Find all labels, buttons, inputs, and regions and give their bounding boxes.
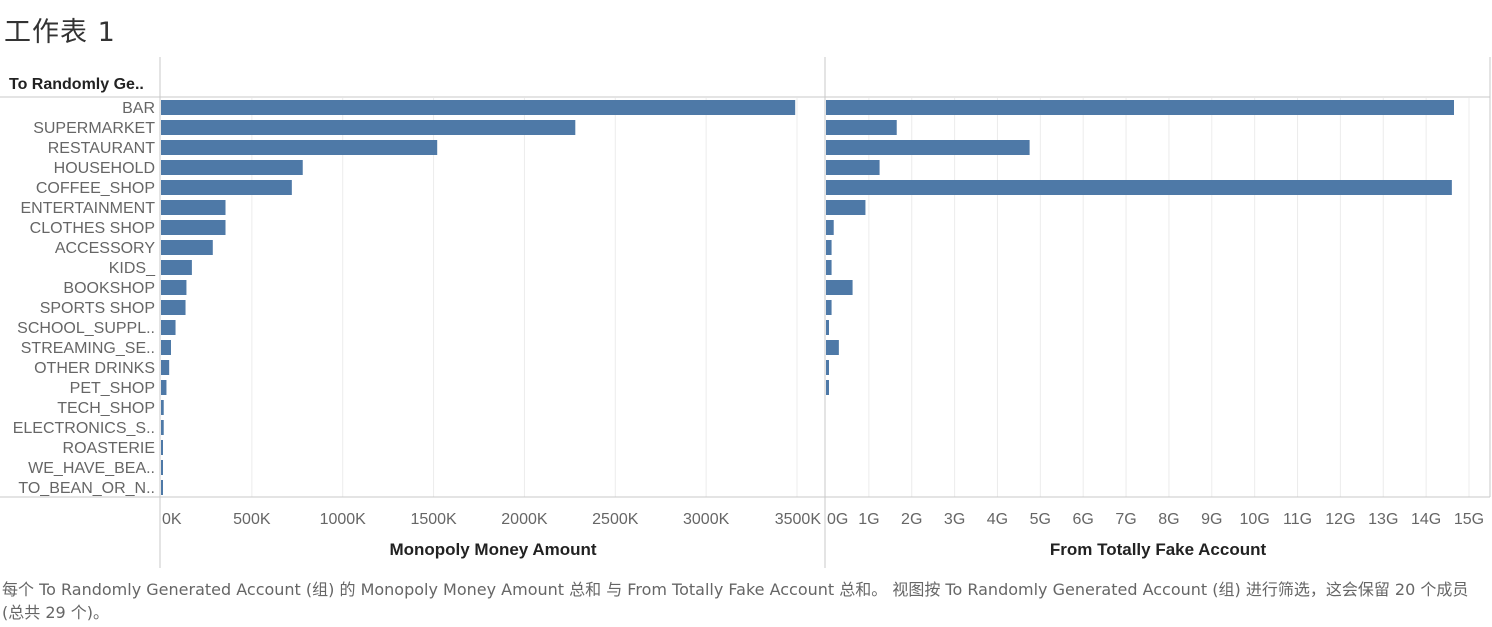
x-tick-label: 8G [1158, 511, 1179, 528]
x-tick-label: 1000K [320, 511, 367, 528]
bar[interactable] [161, 160, 303, 175]
category-label[interactable]: TO_BEAN_OR_N.. [18, 480, 155, 497]
bar[interactable] [826, 300, 832, 315]
bar[interactable] [161, 260, 192, 275]
category-label[interactable]: ENTERTAINMENT [20, 200, 155, 217]
bar[interactable] [161, 400, 164, 415]
category-label[interactable]: KIDS_ [109, 260, 156, 277]
category-labels: BAR SUPERMARKET RESTAURANT HOUSEHOLD COFFEE_… [13, 100, 156, 497]
grid-lines [251, 98, 1470, 497]
category-label[interactable]: ELECTRONICS_S.. [13, 420, 155, 437]
tick-labels: 0K 500K 1000K 1500K 2000K 2500K 3000K 3500K 0G 1G… [162, 511, 1484, 528]
bar[interactable] [826, 200, 866, 215]
bar[interactable] [161, 180, 292, 195]
x-tick-label: 7G [1115, 511, 1136, 528]
bar[interactable] [826, 380, 830, 395]
axis-titles: Monopoly Money Amount From Totally Fake A… [389, 540, 1266, 559]
category-label[interactable]: STREAMING_SE.. [21, 340, 155, 357]
category-label[interactable]: SPORTS SHOP [40, 300, 155, 317]
x-tick-label: 12G [1325, 511, 1355, 528]
bar[interactable] [826, 160, 880, 175]
sheet-title: 工作表 1 [4, 17, 116, 48]
x-tick-label: 2500K [592, 511, 639, 528]
x-tick-label: 500K [233, 511, 271, 528]
x-tick-label: 11G [1283, 511, 1312, 528]
bar[interactable] [826, 120, 897, 135]
x-tick-label: 3500K [775, 511, 822, 528]
category-label[interactable]: SUPERMARKET [33, 120, 155, 137]
category-label[interactable]: WE_HAVE_BEA.. [28, 460, 155, 477]
bar[interactable] [826, 220, 834, 235]
bar[interactable] [161, 360, 170, 375]
bars[interactable] [161, 100, 1454, 495]
bar[interactable] [161, 420, 164, 435]
bar[interactable] [161, 140, 438, 155]
bar[interactable] [826, 140, 1030, 155]
bar[interactable] [826, 280, 853, 295]
category-label[interactable]: HOUSEHOLD [54, 160, 155, 177]
category-label[interactable]: OTHER DRINKS [34, 360, 155, 377]
bar[interactable] [161, 480, 163, 495]
bar-chart: BAR SUPERMARKET RESTAURANT HOUSEHOLD COFFEE_… [0, 57, 1491, 568]
bar[interactable] [161, 440, 163, 455]
bar[interactable] [826, 100, 1454, 115]
bar[interactable] [826, 320, 830, 335]
category-label[interactable]: TECH_SHOP [57, 400, 155, 417]
x-tick-label: 1G [858, 511, 879, 528]
category-label[interactable]: COFFEE_SHOP [36, 180, 155, 197]
bar[interactable] [161, 380, 167, 395]
bar[interactable] [161, 200, 226, 215]
x-tick-label: 6G [1073, 511, 1094, 528]
x-tick-label: 3G [944, 511, 965, 528]
bar[interactable] [161, 120, 576, 135]
x-tick-label: 0G [827, 511, 848, 528]
category-label[interactable]: PET_SHOP [70, 380, 155, 397]
bar[interactable] [161, 240, 213, 255]
bar[interactable] [161, 220, 226, 235]
bar[interactable] [161, 320, 176, 335]
bar[interactable] [161, 300, 186, 315]
x-tick-label: 15G [1454, 511, 1484, 528]
x-tick-label: 2000K [501, 511, 548, 528]
category-label[interactable]: SCHOOL_SUPPL.. [17, 320, 155, 337]
x-tick-label: 2G [901, 511, 922, 528]
bar[interactable] [161, 100, 796, 115]
chart-caption: 每个 To Randomly Generated Account (组) 的 M… [2, 580, 1469, 622]
chart-frame [0, 57, 1491, 568]
x-tick-label: 0K [162, 511, 182, 528]
category-label[interactable]: ROASTERIE [63, 440, 155, 457]
x-tick-label: 10G [1240, 511, 1270, 528]
category-label[interactable]: BOOKSHOP [63, 280, 155, 297]
bar[interactable] [161, 340, 171, 355]
bar[interactable] [826, 260, 832, 275]
x-axis-title: Monopoly Money Amount [389, 540, 596, 559]
x-tick-label: 4G [987, 511, 1008, 528]
bar[interactable] [161, 280, 187, 295]
category-label[interactable]: BAR [122, 100, 155, 117]
x-tick-label: 9G [1201, 511, 1222, 528]
x-tick-label: 14G [1411, 511, 1441, 528]
x-tick-label: 13G [1368, 511, 1398, 528]
bar[interactable] [161, 460, 163, 475]
bar[interactable] [826, 360, 830, 375]
x-tick-label: 3000K [683, 511, 730, 528]
category-label[interactable]: ACCESSORY [55, 240, 156, 257]
x-axis-title: From Totally Fake Account [1050, 540, 1267, 559]
category-label[interactable]: RESTAURANT [48, 140, 155, 157]
row-dimension-header[interactable]: To Randomly Ge.. [9, 76, 144, 93]
bar[interactable] [826, 240, 832, 255]
x-tick-label: 1500K [410, 511, 457, 528]
x-tick-label: 5G [1030, 511, 1051, 528]
category-label[interactable]: CLOTHES SHOP [30, 220, 155, 237]
bar[interactable] [826, 340, 839, 355]
bar[interactable] [826, 180, 1452, 195]
